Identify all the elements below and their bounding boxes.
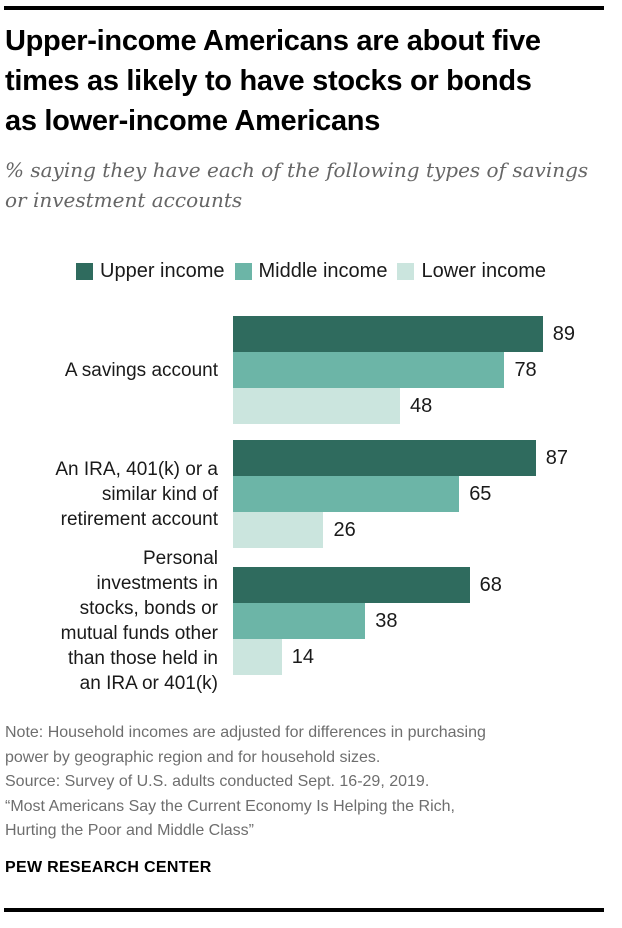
bar-middle-income — [233, 352, 505, 388]
bar-upper-income — [233, 440, 536, 476]
bar-stack: 68 38 14 — [233, 567, 622, 675]
bar-chart: A savings account 89 78 48 An IRA, 401(k) or… — [0, 316, 622, 694]
category-label: Personal investments in stocks, bonds or… — [60, 548, 218, 694]
legend-item-middle-income: Middle income — [234, 259, 388, 283]
legend-swatch-upper-income — [76, 262, 93, 280]
bar-lower-income — [233, 639, 282, 675]
bar-value: 38 — [375, 609, 398, 632]
bar-row: 65 — [233, 476, 622, 512]
bar-row: 14 — [233, 639, 622, 675]
bar-value: 68 — [479, 573, 502, 596]
bar-value: 65 — [469, 482, 492, 505]
footer: Note: Household incomes are adjusted for… — [0, 721, 622, 878]
bar-value: 87 — [545, 446, 568, 469]
bar-row: 48 — [233, 388, 622, 424]
note-source-text: Note: Household incomes are adjusted for… — [5, 724, 486, 839]
bar-value: 48 — [410, 394, 433, 417]
legend-label: Lower income — [421, 260, 546, 282]
bar-lower-income — [233, 388, 401, 424]
bar-row: 26 — [233, 512, 622, 548]
bar-stack: 89 78 48 — [233, 316, 622, 424]
legend-swatch-lower-income — [397, 262, 415, 280]
pew-chart-card: Upper-income Americans are about five ti… — [0, 6, 622, 928]
bar-upper-income — [233, 316, 543, 352]
bar-lower-income — [233, 512, 324, 548]
bar-row: 87 — [233, 440, 622, 476]
legend-label: Upper income — [100, 260, 225, 282]
bar-value: 14 — [291, 645, 314, 668]
bar-middle-income — [233, 603, 366, 639]
bar-value: 78 — [514, 358, 537, 381]
chart-group: An IRA, 401(k) or a similar kind of reti… — [0, 440, 622, 548]
bar-value: 26 — [333, 518, 356, 541]
bar-upper-income — [233, 567, 470, 603]
chart-group: A savings account 89 78 48 — [0, 316, 622, 424]
legend-label: Middle income — [258, 260, 388, 282]
legend-item-lower-income: Lower income — [397, 259, 546, 283]
category-label: An IRA, 401(k) or a similar kind of reti… — [55, 458, 218, 530]
chart-subtitle: % saying they have each of the following… — [5, 158, 589, 212]
chart-group: Personal investments in stocks, bonds or… — [0, 548, 622, 694]
bar-row: 68 — [233, 567, 622, 603]
top-rule — [4, 6, 604, 10]
brand-pew-research-center: PEW RESEARCH CENTER — [5, 858, 212, 876]
bar-stack: 87 65 26 — [233, 440, 622, 548]
bar-row: 38 — [233, 603, 622, 639]
legend-item-upper-income: Upper income — [76, 259, 225, 283]
bottom-rule — [4, 907, 604, 912]
legend: Upper income Middle income Lower income — [0, 259, 622, 283]
category-label: A savings account — [64, 359, 218, 381]
bar-row: 78 — [233, 352, 622, 388]
legend-swatch-middle-income — [234, 262, 252, 280]
bar-value: 89 — [552, 322, 575, 345]
bar-middle-income — [233, 476, 460, 512]
chart-title: Upper-income Americans are about five ti… — [5, 25, 541, 137]
bar-row: 89 — [233, 316, 622, 352]
